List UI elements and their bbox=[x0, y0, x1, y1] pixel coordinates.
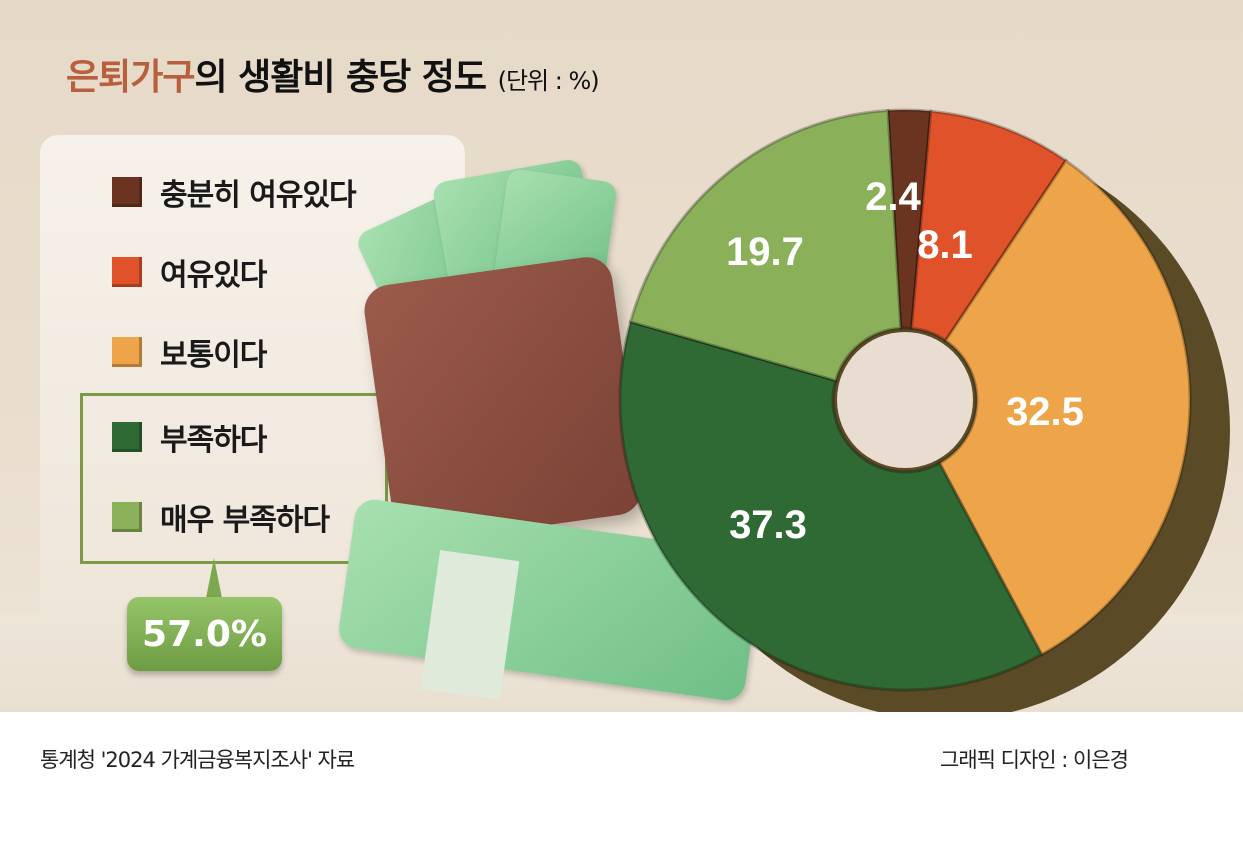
shortage-total-badge: 57.0% bbox=[127, 597, 282, 671]
shortage-group-box bbox=[80, 393, 388, 564]
legend-swatch bbox=[112, 502, 142, 532]
donut-slice bbox=[937, 158, 1192, 657]
legend-swatch bbox=[112, 257, 142, 287]
donut-hole bbox=[837, 332, 973, 468]
legend-item: 부족하다 bbox=[112, 415, 267, 459]
legend-label: 여유있다 bbox=[160, 258, 267, 293]
title-highlight: 은퇴가구 bbox=[66, 57, 195, 98]
legend-item: 매우 부족하다 bbox=[112, 495, 330, 539]
legend-swatch bbox=[112, 337, 142, 367]
legend-swatch bbox=[112, 422, 142, 452]
legend-item: 보통이다 bbox=[112, 330, 267, 374]
legend-item: 충분히 여유있다 bbox=[112, 170, 357, 214]
legend-label: 부족하다 bbox=[160, 423, 267, 458]
slice-value-label: 19.7 bbox=[726, 230, 804, 274]
legend-label: 매우 부족하다 bbox=[160, 503, 330, 538]
slice-value-label: 2.4 bbox=[865, 175, 921, 219]
design-credit: 그래픽 디자인 : 이은경 bbox=[940, 748, 1129, 772]
donut-slice bbox=[886, 108, 933, 330]
legend-label: 보통이다 bbox=[160, 338, 267, 373]
legend-label: 충분히 여유있다 bbox=[160, 178, 357, 213]
donut-slice bbox=[909, 109, 1068, 343]
slice-value-label: 37.3 bbox=[729, 503, 807, 547]
title-rest: 의 생활비 충당 정도 bbox=[194, 57, 487, 98]
legend-item: 여유있다 bbox=[112, 250, 267, 294]
source-note: 통계청 '2024 가계금융복지조사' 자료 bbox=[40, 748, 355, 772]
callout-pointer bbox=[206, 558, 222, 598]
chart-title: 은퇴가구의 생활비 충당 정도 (단위 : %) bbox=[66, 48, 600, 100]
legend-swatch bbox=[112, 177, 142, 207]
slice-value-label: 8.1 bbox=[917, 223, 973, 267]
donut-slice bbox=[628, 108, 903, 383]
slice-value-label: 32.5 bbox=[1006, 390, 1084, 434]
unit-label: (단위 : %) bbox=[497, 67, 600, 95]
donut-slice bbox=[618, 319, 1044, 692]
donut-chart: 2.48.1 32.5 37.3 19.7 bbox=[618, 108, 1230, 712]
